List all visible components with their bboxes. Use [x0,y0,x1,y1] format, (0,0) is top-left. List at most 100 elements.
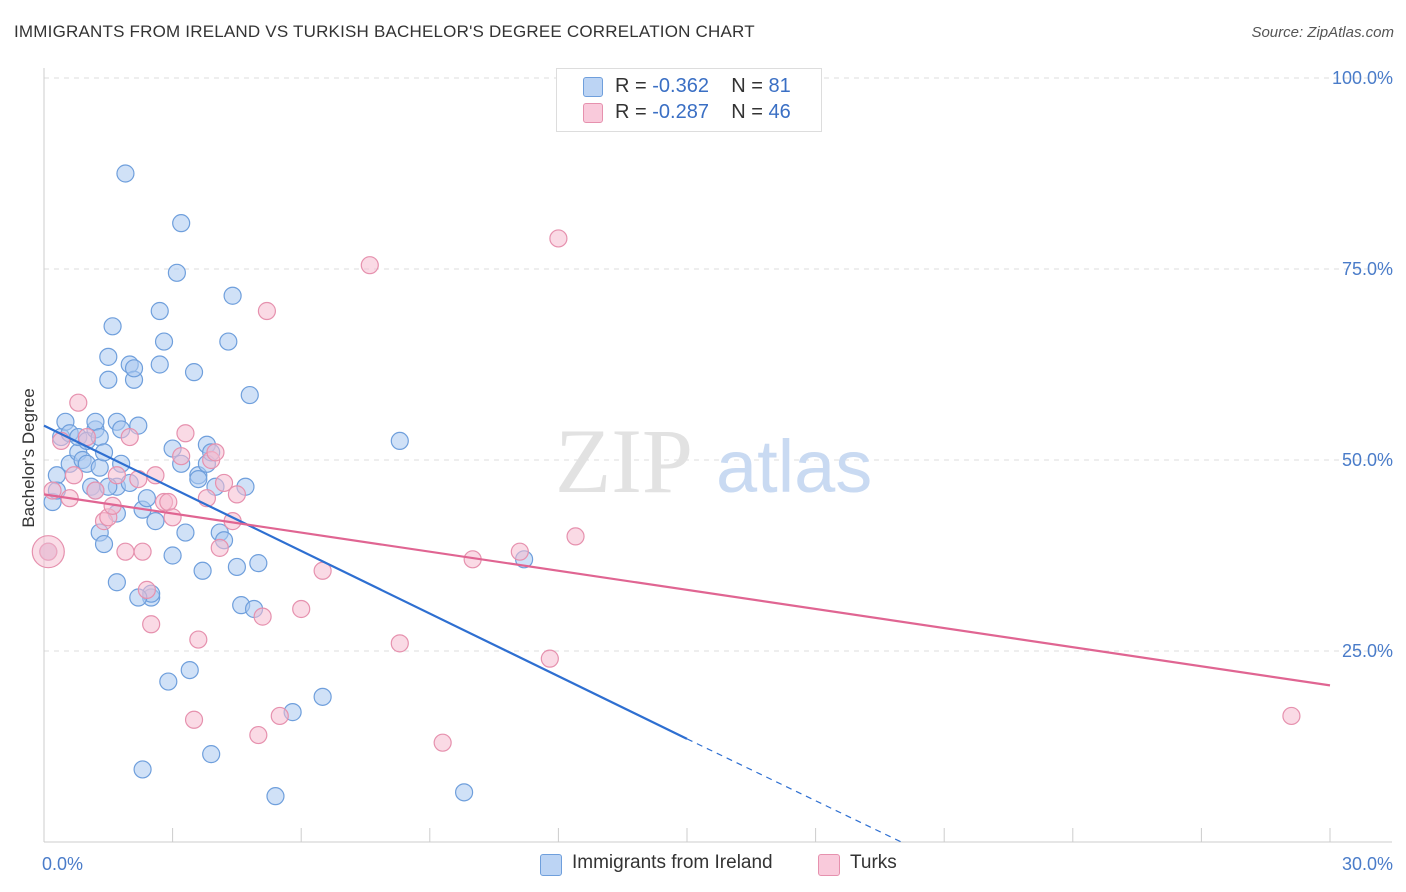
point-ireland [124,359,144,378]
point-ireland [150,355,169,374]
point-turks [566,527,585,546]
point-ireland [99,347,118,366]
y-tick-label: 50.0% [1342,450,1393,470]
point-turks [390,634,409,653]
point-turks [172,447,191,466]
x-tick-label-max: 30.0% [1342,854,1393,874]
legend-text-ireland: R = -0.362 N = 81 [615,75,791,97]
point-turks [107,466,126,485]
point-turks [1282,706,1301,726]
point-turks [116,542,135,561]
point-turks [120,427,139,447]
point-turks [292,599,311,619]
point-ireland [167,263,186,282]
point-ireland [313,687,332,706]
point-ireland [189,470,208,489]
point-turks [189,630,208,649]
trend-lines [43,424,1331,843]
point-turks [510,542,529,561]
point-ireland [137,489,156,508]
source-label: Source: ZipAtlas.com [1251,24,1394,41]
legend: R = -0.362 N = 81 R = -0.287 N = 46 [556,68,822,132]
point-ireland [154,332,174,351]
point-ireland [266,787,285,806]
axes [43,68,1392,843]
x-tick-label-min: 0.0% [42,854,83,874]
point-turks [227,485,246,504]
point-ireland [176,523,195,542]
trend-line-turks [43,493,1331,687]
series-immigrants-from-ireland [39,164,534,806]
point-turks [142,615,161,634]
point-ireland [150,301,169,321]
grid-lines [44,77,1392,652]
tick-labels: 25.0% 50.0% 75.0% 100.0% 0.0% 30.0% [42,68,1393,874]
point-ireland [184,363,204,382]
point-turks [360,256,379,275]
chart-title: IMMIGRANTS FROM IRELAND VS TURKISH BACHE… [14,22,755,41]
point-turks [540,649,559,668]
point-ireland [240,385,259,405]
point-turks [86,481,105,500]
point-turks [206,443,225,462]
watermark-zip: ZIP [555,410,693,512]
point-ireland [133,760,152,779]
point-turks-cluster [31,535,65,569]
point-ireland [202,745,221,764]
point-turks [146,466,165,485]
point-turks [69,393,88,412]
bottom-legend-swatch-blue [540,854,562,876]
point-ireland [193,561,212,580]
point-ireland [249,554,268,573]
point-ireland [116,164,135,183]
point-turks [270,706,289,726]
legend-swatch-pink [583,103,603,123]
point-ireland [219,332,238,351]
point-ireland [223,286,242,305]
legend-swatch-blue [583,77,603,97]
point-ireland [99,370,118,389]
point-ireland [172,214,191,233]
point-turks [176,424,195,443]
point-turks [159,492,178,512]
point-ireland [227,557,246,577]
point-turks [163,508,182,527]
point-turks [253,607,272,626]
y-tick-label: 75.0% [1342,259,1393,279]
point-ireland [146,512,165,531]
point-ireland [107,573,126,592]
point-turks [129,470,148,489]
watermark: ZIP atlas [555,410,872,512]
point-turks [257,301,277,321]
trend-line-ireland [43,424,688,740]
series-turks [31,229,1301,752]
watermark-atlas: atlas [716,425,872,508]
point-turks [210,538,229,557]
point-ireland [103,317,122,336]
y-tick-label: 100.0% [1332,68,1393,88]
point-ireland [86,412,105,431]
point-ireland [159,672,178,691]
bottom-legend-swatch-pink [818,854,840,876]
point-ireland [180,660,199,680]
point-ireland [90,458,109,477]
point-ireland [163,546,182,565]
trend-line-ireland-extension [686,738,902,843]
bottom-legend-label-turks: Turks [850,852,897,873]
point-turks [214,473,234,493]
bottom-legend-label-ireland: Immigrants from Ireland [572,852,773,873]
point-turks [184,710,204,729]
point-turks [133,542,152,561]
point-ireland [390,431,409,450]
legend-text-turks: R = -0.287 N = 46 [615,101,791,123]
point-turks [137,580,156,599]
point-turks [64,466,84,485]
point-turks [433,733,452,752]
point-ireland [454,783,474,802]
y-tick-label: 25.0% [1342,641,1393,661]
y-axis-title: Bachelor's Degree [19,388,38,527]
point-ireland [94,534,114,554]
point-turks [549,229,568,248]
point-turks [249,725,268,745]
